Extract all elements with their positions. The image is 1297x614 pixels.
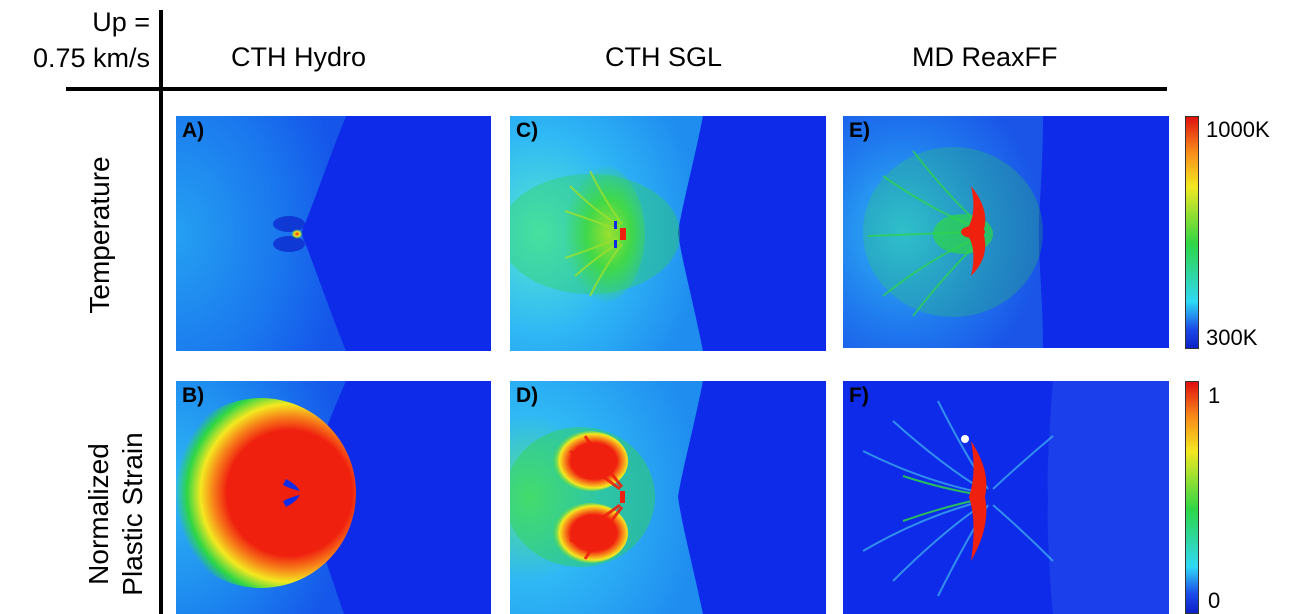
column-header-cth-hydro: CTH Hydro xyxy=(231,42,367,72)
panel-b-field xyxy=(176,381,491,614)
panel-d-strain-cth-sgl: D) xyxy=(510,381,826,614)
panel-e-temperature-md-reaxff: E) xyxy=(843,116,1169,348)
panel-e-field xyxy=(843,116,1169,348)
panel-e-label: E) xyxy=(849,119,870,142)
panel-b-label: B) xyxy=(182,384,205,407)
temperature-colorbar-max-label: 1000K xyxy=(1206,117,1270,142)
panel-c-label: C) xyxy=(516,119,539,142)
temperature-colorbar xyxy=(1185,116,1199,349)
panel-b-strain-cth-hydro: B) xyxy=(176,381,491,614)
row-label-plastic-strain: Normalized Plastic Strain xyxy=(82,414,158,614)
row-label-temperature: Temperature xyxy=(84,156,115,314)
panel-f-field xyxy=(843,381,1169,614)
strain-colorbar-min-label: 0 xyxy=(1208,588,1221,613)
impact-velocity-line1: Up = xyxy=(92,7,150,37)
panel-d-label: D) xyxy=(516,384,539,407)
header-divider xyxy=(66,87,1167,91)
panel-f-strain-md-reaxff: F) xyxy=(843,381,1169,614)
panel-a-field xyxy=(176,116,491,351)
panel-c-field xyxy=(510,116,826,351)
impact-velocity-line2: 0.75 km/s xyxy=(32,43,150,73)
temperature-colorbar-min-label: 300K xyxy=(1206,325,1258,350)
row-label-strain-line2: Plastic Strain xyxy=(117,432,148,596)
strain-colorbar-max-label: 1 xyxy=(1208,383,1221,408)
strain-colorbar xyxy=(1185,381,1199,614)
panel-c-temperature-cth-sgl: C) xyxy=(510,116,826,351)
row-label-divider xyxy=(159,10,163,614)
panel-f-label: F) xyxy=(849,384,869,407)
panel-a-label: A) xyxy=(182,119,205,142)
row-label-strain-line1: Normalized xyxy=(83,443,114,585)
column-header-md-reaxff: MD ReaxFF xyxy=(912,42,1058,72)
column-header-cth-sgl: CTH SGL xyxy=(605,42,723,72)
panel-d-field xyxy=(510,381,826,614)
panel-a-temperature-cth-hydro: A) xyxy=(176,116,491,351)
impact-velocity-label: Up = 0.75 km/s xyxy=(2,4,150,76)
